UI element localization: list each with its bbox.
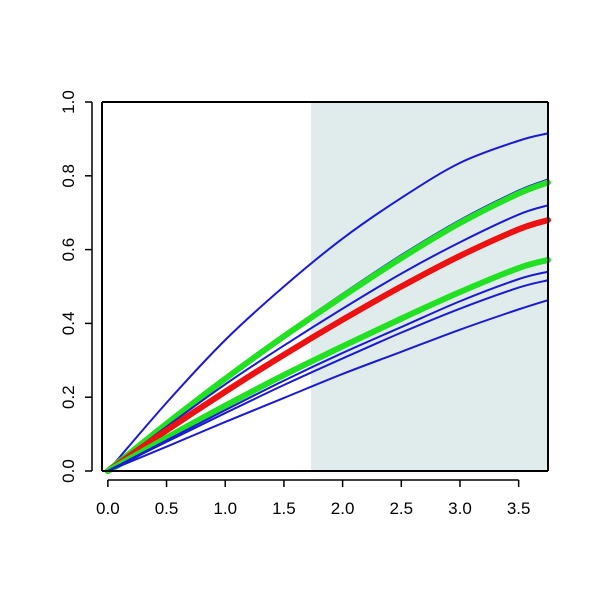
series-line-3	[104, 179, 551, 474]
x-tick-label-5: 2.5	[389, 499, 413, 518]
series-line-6	[104, 256, 551, 474]
y-tick-label-5: 1.0	[59, 90, 78, 114]
series-line-9	[106, 299, 549, 472]
series-line-8	[106, 279, 549, 472]
x-tick-label-3: 1.5	[272, 499, 296, 518]
x-tick-label-0: 0.0	[96, 499, 120, 518]
series-line-4	[106, 204, 549, 472]
shaded-region-layer	[310, 102, 548, 471]
series-line-7	[106, 270, 549, 472]
y-tick-label-1: 0.2	[59, 385, 78, 409]
y-tick-label-3: 0.6	[59, 238, 78, 262]
y-tick-label-0: 0.0	[59, 459, 78, 483]
y-tick-label-2: 0.4	[59, 312, 78, 336]
series-layer	[104, 132, 551, 474]
x-tick-label-4: 2.0	[331, 499, 355, 518]
shaded-region	[310, 102, 548, 471]
series-line-1	[106, 132, 549, 472]
x-tick-label-2: 1.0	[213, 499, 237, 518]
axes-layer: 0.0 0.5 1.0 1.5 2.0 2.5 3.0 3.5 0.0 0.2 0.4 0.6 0.8 1…	[59, 90, 549, 518]
x-tick-label-6: 3.0	[448, 499, 472, 518]
series-line-5	[104, 217, 551, 474]
x-tick-label-1: 0.5	[155, 499, 179, 518]
x-tick-label-7: 3.5	[507, 499, 531, 518]
y-tick-label-4: 0.8	[59, 164, 78, 188]
